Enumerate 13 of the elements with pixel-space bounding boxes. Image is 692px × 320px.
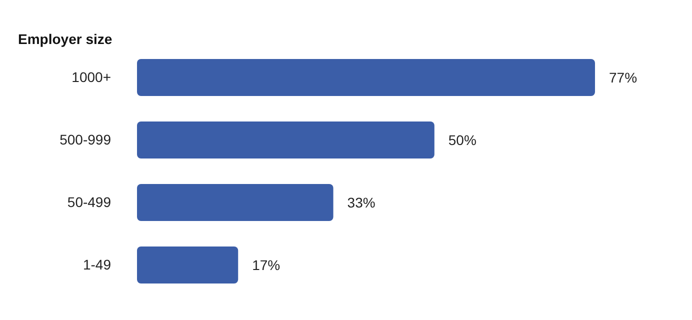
data-label: 33% <box>347 194 376 210</box>
data-label: 50% <box>448 132 476 148</box>
y-tick-label: 50-499 <box>67 194 112 210</box>
bar <box>137 184 334 221</box>
bar <box>137 246 238 284</box>
y-tick-label: 500-999 <box>60 132 112 148</box>
data-label: 77% <box>609 69 638 86</box>
y-tick-label: 1000+ <box>72 69 111 86</box>
bar <box>137 59 595 96</box>
data-label: 17% <box>252 256 280 273</box>
chart-title: Employer size <box>18 31 112 47</box>
bar <box>137 122 434 158</box>
y-tick-label: 1-49 <box>82 256 112 273</box>
